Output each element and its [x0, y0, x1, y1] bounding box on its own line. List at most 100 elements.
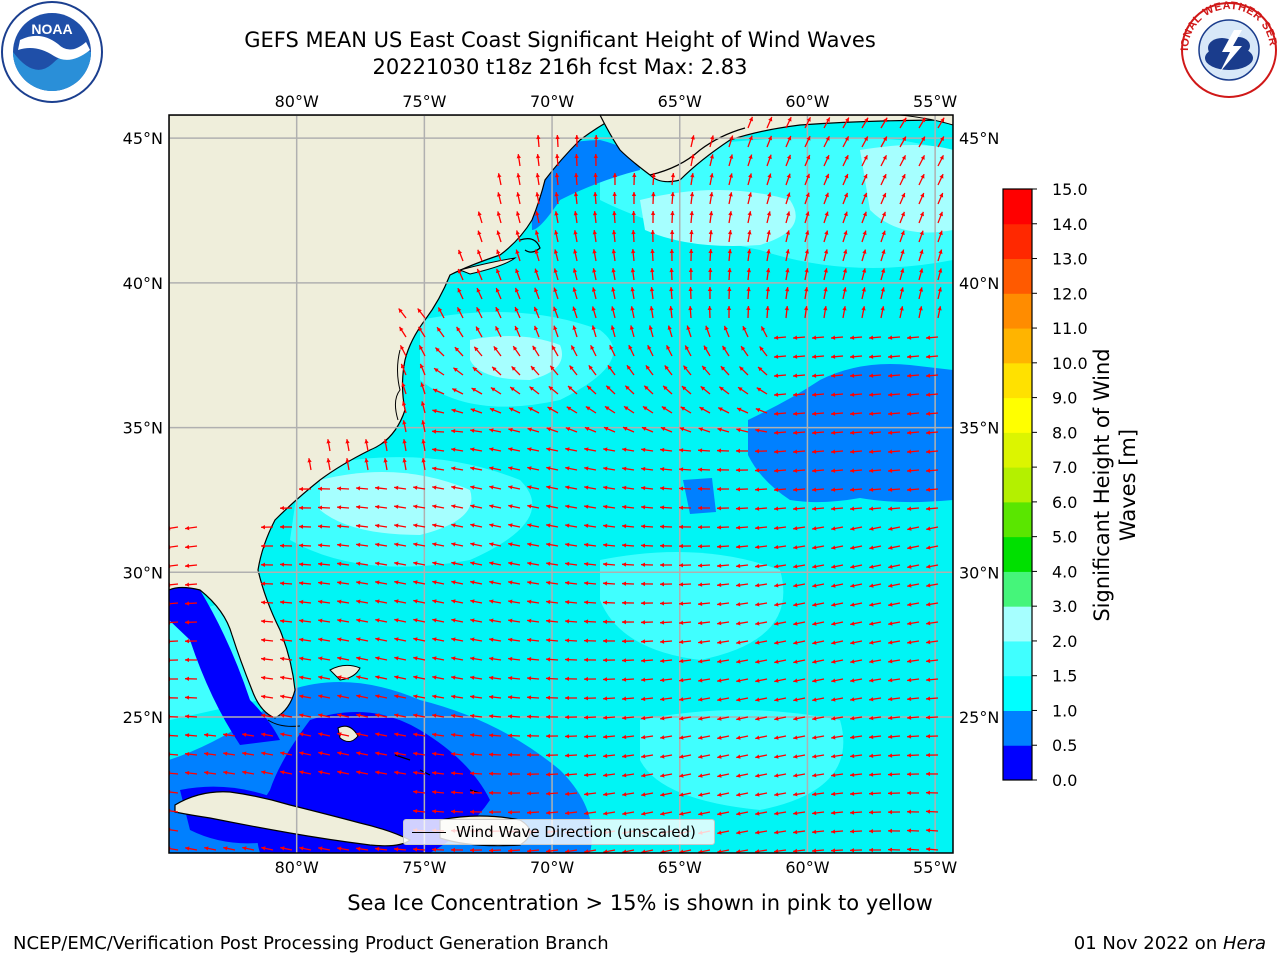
- wave-direction-arrowhead: [850, 848, 855, 853]
- wave-direction-arrowhead: [741, 346, 746, 351]
- wave-direction-arrowhead: [375, 637, 380, 642]
- wave-direction-arrowhead: [603, 581, 608, 586]
- wave-direction-arrowhead: [546, 599, 551, 605]
- wave-direction-arrowhead: [546, 638, 551, 643]
- wave-direction-arrowhead: [356, 486, 361, 491]
- wave-direction-arrowhead: [453, 367, 458, 372]
- wave-direction-arrowhead: [631, 192, 637, 196]
- wave-direction-arrowhead: [318, 543, 323, 548]
- wave-direction-arrowhead: [535, 154, 541, 159]
- wave-direction-arrowhead: [845, 117, 849, 123]
- wave-direction-arrowhead: [497, 192, 502, 197]
- wave-direction-arrowhead: [280, 505, 284, 511]
- wave-direction-arrowhead: [679, 792, 684, 797]
- wave-direction-arrowhead: [514, 307, 519, 312]
- wave-direction-arrowhead: [660, 716, 665, 721]
- wave-direction-arrowhead: [337, 561, 342, 567]
- wave-direction-arrowhead: [698, 563, 703, 568]
- wave-direction-arrowhead: [728, 173, 734, 178]
- wave-direction-arrowhead: [736, 602, 741, 607]
- wave-direction-arrowhead: [402, 458, 407, 463]
- wave-direction-arrowhead: [513, 346, 518, 351]
- wave-direction-arrowhead: [497, 173, 502, 178]
- wave-direction-arrowhead: [869, 583, 874, 588]
- wave-direction-arrowhead: [805, 173, 810, 179]
- wave-direction-arrowhead: [432, 523, 437, 528]
- wave-direction-arrowhead: [337, 675, 342, 680]
- wave-direction-arrowhead: [546, 542, 551, 547]
- wave-direction-arrowhead: [907, 545, 912, 550]
- wave-direction-arrowhead: [831, 659, 836, 664]
- wave-direction-arrowhead: [185, 695, 190, 700]
- wave-direction-arrowhead: [899, 287, 905, 292]
- wave-direction-arrowhead: [432, 409, 437, 414]
- wave-direction-arrowhead: [679, 505, 684, 510]
- wave-direction-arrowhead: [831, 848, 836, 853]
- wave-direction-arrowhead: [470, 561, 475, 566]
- wave-direction-arrowhead: [622, 734, 627, 740]
- wave-direction-arrowhead: [261, 619, 266, 624]
- wave-direction-arrowhead: [900, 249, 905, 254]
- wave-direction-arrowhead: [584, 772, 589, 778]
- wave-direction-arrowhead: [489, 428, 494, 433]
- chart-title: GEFS MEAN US East Coast Significant Heig…: [244, 28, 876, 52]
- colorbar: [1002, 188, 1033, 781]
- wave-direction-arrowhead: [528, 407, 533, 412]
- wave-direction-arrowhead: [451, 790, 456, 795]
- wave-direction-arrowhead: [552, 345, 556, 351]
- wave-direction-arrowhead: [318, 732, 323, 737]
- wave-direction-arrowhead: [888, 354, 893, 359]
- colorbar-segment: [1003, 432, 1032, 468]
- wave-direction-arrowhead: [710, 135, 715, 140]
- wave-direction-arrowhead: [489, 656, 494, 661]
- wave-direction-arrowhead: [489, 714, 494, 719]
- wave-direction-arrowhead: [508, 656, 513, 662]
- wave-direction-arrowhead: [474, 346, 479, 352]
- wave-direction-arrowhead: [641, 792, 646, 797]
- wave-direction-arrowhead: [679, 811, 684, 816]
- wave-direction-arrowhead: [641, 505, 646, 510]
- chesapeake-bay: [394, 349, 401, 421]
- wave-direction-arrowhead: [774, 754, 779, 759]
- wave-direction-arrowhead: [717, 716, 722, 721]
- wave-direction-arrowhead: [470, 428, 475, 433]
- wave-direction-arrowhead: [831, 810, 836, 815]
- wave-direction-arrowhead: [793, 373, 798, 378]
- wave-direction-arrowhead: [185, 620, 190, 625]
- wave-direction-arrowhead: [610, 306, 616, 311]
- wave-direction-arrowhead: [793, 811, 798, 816]
- wave-direction-arrowhead: [476, 326, 480, 332]
- wave-direction-arrowhead: [669, 249, 675, 253]
- wave-direction-arrowhead: [261, 600, 266, 605]
- wave-direction-arrowhead: [641, 773, 646, 778]
- wave-direction-arrowhead: [685, 345, 690, 350]
- wave-direction-arrowhead: [907, 430, 912, 435]
- wave-direction-arrowhead: [746, 268, 752, 273]
- wave-direction-arrowhead: [926, 411, 931, 416]
- wave-direction-arrowhead: [918, 287, 924, 292]
- wave-direction-arrowhead: [394, 485, 399, 491]
- wave-direction-arrowhead: [793, 335, 798, 340]
- wave-direction-arrowhead: [612, 211, 617, 216]
- wave-direction-arrowhead: [888, 411, 893, 416]
- wave-direction-arrowhead: [831, 621, 836, 626]
- wave-direction-arrowhead: [717, 659, 722, 664]
- wave-direction-arrowhead: [337, 732, 342, 737]
- wave-direction-arrowhead: [603, 696, 608, 701]
- wave-direction-arrowhead: [432, 542, 437, 547]
- wave-direction-arrowhead: [907, 715, 912, 720]
- wave-direction-arrowhead: [594, 135, 599, 139]
- wave-direction-arrowhead: [774, 659, 779, 664]
- wave-direction-arrowhead: [565, 523, 570, 528]
- wave-direction-arrowhead: [261, 562, 265, 567]
- wave-direction-arrowhead: [584, 466, 589, 471]
- wave-direction-arrowhead: [881, 211, 886, 217]
- lon-label-bottom: 55°W: [913, 858, 957, 877]
- lat-label-left: 40°N: [123, 274, 163, 293]
- wave-direction-arrowhead: [804, 249, 809, 254]
- wave-direction-arrowhead: [812, 773, 817, 778]
- wave-direction-arrowhead: [603, 811, 608, 816]
- wave-direction-arrowhead: [546, 618, 551, 624]
- wave-direction-arrowhead: [907, 487, 912, 492]
- wave-direction-arrowhead: [565, 619, 570, 624]
